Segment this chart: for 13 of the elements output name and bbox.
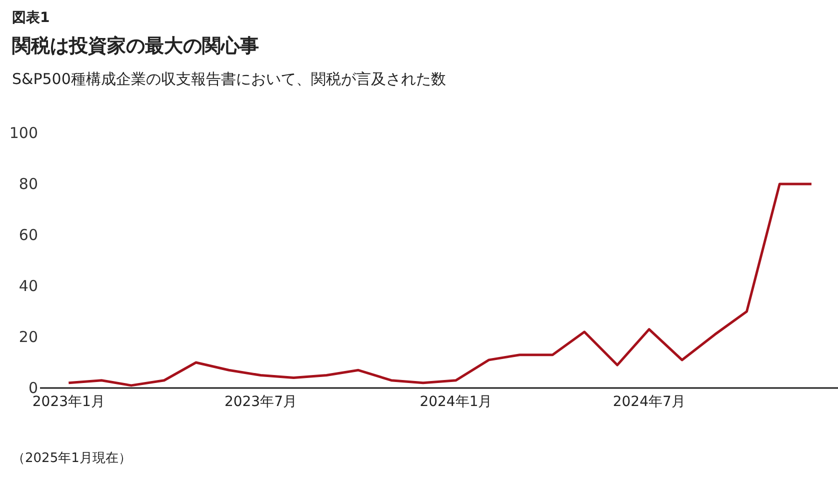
line-series bbox=[67, 182, 813, 387]
y-tick-label: 100 bbox=[9, 124, 38, 142]
chart-title: 関税は投資家の最大の関心事 bbox=[12, 35, 259, 57]
y-tick-label: 40 bbox=[18, 276, 38, 295]
chart-subtitle: S&P500種構成企業の収支報告書において、関税が言及された数 bbox=[12, 70, 446, 88]
y-tick-label: 60 bbox=[18, 226, 38, 244]
y-tick-label: 20 bbox=[18, 328, 38, 346]
text: 図表1 bbox=[12, 10, 50, 26]
x-tick-label: 2024年7月 bbox=[612, 394, 686, 410]
text: （2025年1月現在） bbox=[12, 451, 132, 466]
x-tick-label: 2024年1月 bbox=[420, 394, 492, 410]
x-tick-label: 2023年7月 bbox=[224, 394, 297, 410]
y-tick-label: 80 bbox=[18, 174, 38, 193]
